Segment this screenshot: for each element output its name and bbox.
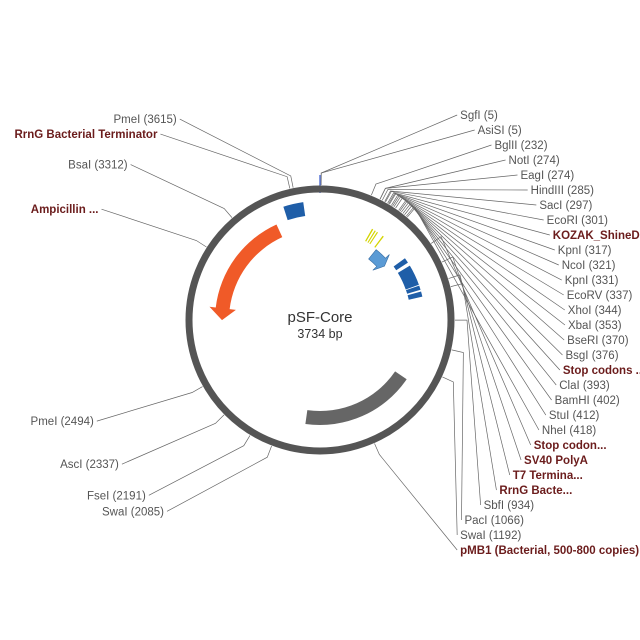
leader-line-bglii-232	[371, 144, 492, 196]
feature-t7-termina	[405, 285, 421, 294]
leader-line-nhei-418	[407, 207, 540, 431]
leader-line-swai-2085	[166, 445, 272, 512]
site-label-bseri-370: BseRI (370)	[567, 335, 629, 347]
site-leader-lines	[96, 114, 566, 551]
site-label-fsei-2191: FseI (2191)	[87, 490, 146, 502]
leader-line-kpni-317	[388, 192, 555, 251]
site-label-kpni-331: KpnI (331)	[565, 275, 619, 287]
leader-line-bamhi-402	[404, 204, 552, 401]
site-label-xhoi-344: XhoI (344)	[568, 305, 622, 317]
site-label-ncoi-321: NcoI (321)	[562, 260, 616, 272]
leader-line-ncoi-321	[389, 193, 559, 266]
feature-label-sv40-polya: SV40 PolyA	[524, 455, 588, 467]
leader-line-rrng-bacte	[450, 283, 497, 491]
site-label-paci-1066: PacI (1066)	[464, 515, 524, 527]
leader-line-ecori-301	[385, 191, 544, 221]
site-label-nhei-418: NheI (418)	[542, 425, 597, 437]
leader-line-kozak-shinedalgarno	[387, 192, 550, 236]
leader-line-stui-412	[406, 206, 547, 416]
site-label-swai-1192: SwaI (1192)	[460, 530, 521, 542]
site-label-hindiii-285: HindIII (285)	[531, 185, 594, 197]
leader-line-bsai-3312	[130, 164, 233, 218]
leader-line-stop-codons	[401, 202, 561, 371]
leader-line-kpni-331	[391, 194, 562, 281]
feature-sv40-polya	[397, 265, 419, 290]
leader-line-pmb1-bacterial-500-800-copies	[374, 443, 458, 551]
leader-line-asci-2337	[121, 414, 225, 465]
site-label-asci-2337: AscI (2337)	[60, 459, 119, 471]
site-label-swai-2085: SwaI (2085)	[102, 506, 164, 518]
leader-line-paci-1066	[451, 349, 464, 521]
plasmid-name: pSF-Core	[287, 309, 352, 326]
feature-label-t7-termina: T7 Termina...	[513, 470, 583, 482]
site-label-pmei-2494: PmeI (2494)	[31, 416, 94, 428]
leader-line-xhoi-344	[393, 196, 565, 311]
feature-stop-codons	[374, 235, 384, 248]
leader-line-bsgi-376	[399, 200, 563, 356]
plasmid-backbone-circle	[185, 185, 455, 455]
leader-line-pmei-3615	[179, 118, 294, 188]
feature-label-kozak-shinedalgarno: KOZAK_ShineDalgarno	[553, 230, 640, 242]
leader-line-sgfi-5	[320, 114, 458, 186]
leader-line-clai-393	[402, 203, 557, 386]
feature-annotations	[209, 202, 423, 425]
feature-label-stop-codons: Stop codons ...	[563, 365, 640, 377]
leader-line-asisi-5	[320, 129, 475, 186]
site-label-noti-274: NotI (274)	[509, 155, 560, 167]
feature-label-rrng-bacterial-terminator: RrnG Bacterial Terminator	[14, 129, 157, 141]
leader-line-eagi-274	[379, 174, 518, 200]
leader-line-hindiii-285	[381, 189, 528, 201]
feature-pmb1-bacterial-500-800-copies	[305, 371, 407, 425]
site-label-bsai-3312: BsaI (3312)	[68, 160, 128, 172]
leader-line-ampicillin	[101, 208, 207, 248]
leader-line-sv40-polya	[441, 256, 522, 461]
site-label-ecorv-337: EcoRV (337)	[567, 290, 633, 302]
feature-rrng-bacte	[407, 291, 423, 300]
site-label-pmei-3615: PmeI (3615)	[113, 114, 176, 126]
site-label-stui-412: StuI (412)	[549, 410, 600, 422]
site-label-sgfi-5: SgfI (5)	[460, 110, 498, 122]
feature-stop-codon	[393, 258, 408, 271]
site-labels: HindIII (285) NotI (274) EagI (274) BglII (…	[14, 110, 640, 557]
feature-label-ampicillin: Ampicillin ...	[31, 204, 99, 216]
leader-line-rrng-bacterial-terminator	[160, 133, 291, 189]
leader-line-sbfi-934	[454, 319, 481, 506]
site-label-eagi-274: EagI (274)	[520, 170, 574, 182]
site-label-bsgi-376: BsgI (376)	[565, 350, 618, 362]
leader-line-xbai-353	[395, 197, 566, 326]
leader-line-ecorv-337	[392, 195, 564, 296]
feature-segment-3	[367, 230, 376, 243]
leader-line-t7-termina	[448, 274, 511, 476]
feature-segment-6	[368, 249, 390, 271]
leader-line-saci-297	[384, 190, 537, 206]
feature-label-rrng-bacte: RrnG Bacte...	[499, 485, 572, 497]
site-label-asisi-5: AsiSI (5)	[478, 125, 522, 137]
leader-line-bseri-370	[398, 200, 565, 341]
site-label-sbfi-934: SbfI (934)	[484, 500, 535, 512]
feature-label-pmb1-bacterial-500-800-copies: pMB1 (Bacterial, 500-800 copies)	[460, 545, 639, 557]
leader-line-stop-codon	[430, 236, 532, 446]
feature-label-stop-codon: Stop codon...	[534, 440, 607, 452]
site-label-clai-393: ClaI (393)	[559, 380, 610, 392]
feature-kozak-shinedalgarno	[365, 228, 374, 242]
plasmid-length: 3734 bp	[297, 327, 342, 341]
leader-line-pmei-2494	[96, 386, 203, 422]
leader-line-noti-274	[379, 159, 506, 200]
site-label-bamhi-402: BamHI (402)	[555, 395, 620, 407]
feature-rrng-bacterial-terminator	[283, 202, 306, 221]
leader-line-swai-1192	[442, 376, 458, 536]
leader-line-fsei-2191	[148, 435, 251, 496]
feature-segment-4	[369, 231, 379, 245]
site-label-kpni-317: KpnI (317)	[558, 245, 612, 257]
site-label-xbai-353: XbaI (353)	[568, 320, 622, 332]
feature-ampicillin	[209, 224, 283, 321]
site-label-bglii-232: BglII (232)	[494, 140, 547, 152]
site-label-saci-297: SacI (297)	[539, 200, 592, 212]
site-label-ecori-301: EcoRI (301)	[547, 215, 609, 227]
